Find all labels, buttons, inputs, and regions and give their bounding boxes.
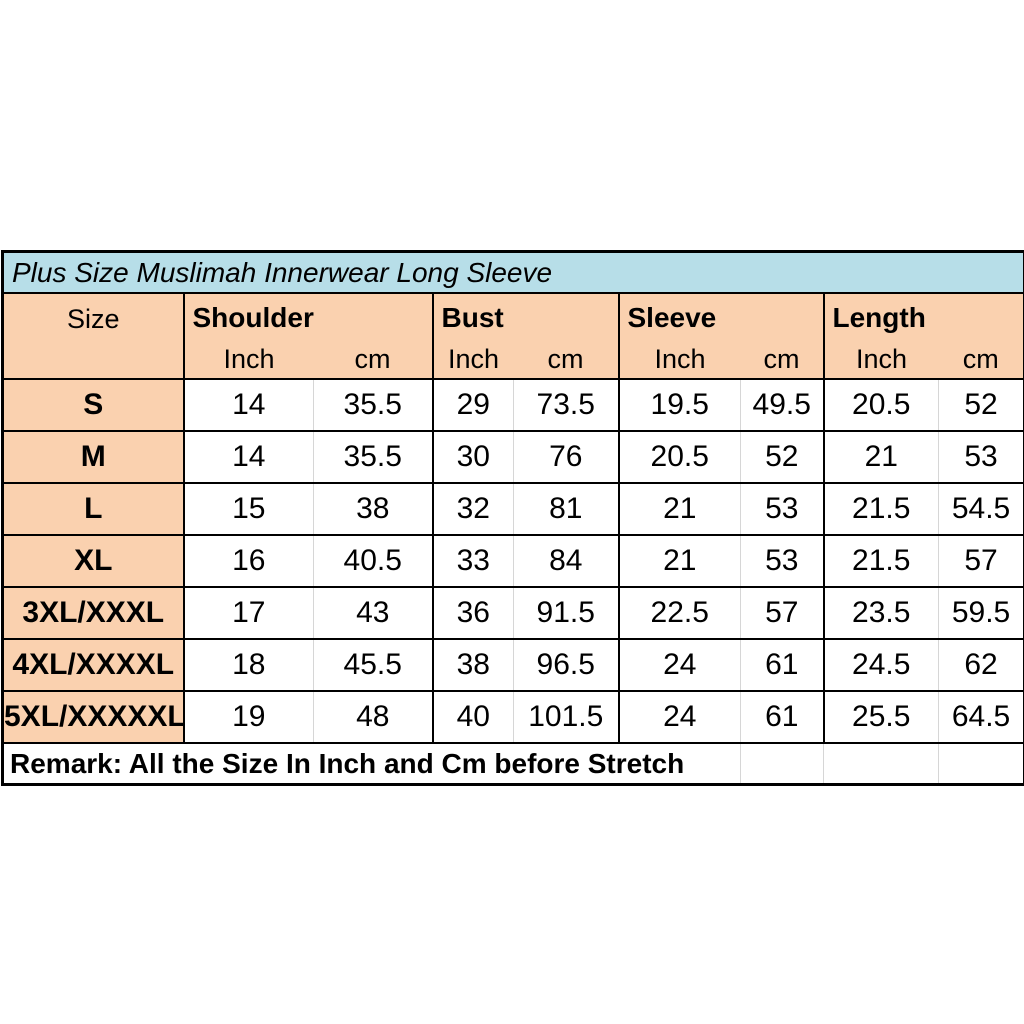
cell: 40	[431, 690, 514, 743]
cell: 14	[182, 378, 314, 431]
header-group-row: Size Shoulder Bust Sleeve Length	[2, 293, 1024, 379]
header-sleeve: Sleeve	[617, 293, 824, 341]
cell: 18	[182, 638, 314, 691]
cell: 49.5	[740, 378, 824, 431]
cell: 22.5	[617, 586, 741, 639]
header-units-row: Inch cm Inch cm Inch cm Inch cm	[3, 341, 1024, 379]
table-row: L 15 38 32 81 21 53 21.5 54.5	[2, 482, 1024, 535]
cell: 59.5	[937, 586, 1024, 639]
cell: 19.5	[617, 378, 741, 431]
size-label: M	[2, 430, 184, 483]
cell: 25.5	[822, 690, 939, 743]
cell: 16	[182, 534, 314, 587]
size-chart-sheet: Plus Size Muslimah Innerwear Long Sleeve…	[1, 250, 1024, 786]
cell: 19	[182, 690, 314, 743]
cell: 48	[313, 690, 433, 743]
cell: 43	[313, 586, 433, 639]
cell: 57	[740, 586, 824, 639]
cell: 81	[513, 482, 619, 535]
cell: 61	[740, 690, 824, 743]
cell: 33	[431, 534, 514, 587]
size-label: 4XL/XXXXL	[2, 638, 184, 691]
title-row: Plus Size Muslimah Innerwear Long Sleeve	[2, 251, 1024, 294]
table-row: 4XL/XXXXL 18 45.5 38 96.5 24 61 24.5 62	[2, 638, 1024, 691]
cell: 35.5	[313, 430, 433, 483]
empty-cell	[937, 742, 1024, 785]
unit-label: cm	[313, 341, 433, 379]
unit-label: Inch	[431, 341, 514, 379]
cell: 64.5	[937, 690, 1024, 743]
size-label: L	[2, 482, 184, 535]
table-row: M 14 35.5 30 76 20.5 52 21 53	[2, 430, 1024, 483]
cell: 20.5	[617, 430, 741, 483]
header-shoulder: Shoulder	[182, 293, 433, 341]
cell: 30	[431, 430, 514, 483]
unit-label: cm	[938, 341, 1024, 379]
cell: 40.5	[313, 534, 433, 587]
table-row: 3XL/XXXL 17 43 36 91.5 22.5 57 23.5 59.5	[2, 586, 1024, 639]
cell: 29	[431, 378, 514, 431]
cell: 24.5	[822, 638, 939, 691]
cell: 21	[617, 534, 741, 587]
size-label: S	[2, 378, 184, 431]
cell: 21.5	[822, 534, 939, 587]
header-length: Length	[822, 293, 1024, 341]
cell: 91.5	[513, 586, 619, 639]
cell: 84	[513, 534, 619, 587]
cell: 45.5	[313, 638, 433, 691]
size-label: XL	[2, 534, 184, 587]
cell: 24	[617, 690, 741, 743]
table-row: 5XL/XXXXXL 19 48 40 101.5 24 61 25.5 64.…	[2, 690, 1024, 743]
cell: 21	[617, 482, 741, 535]
size-label: 5XL/XXXXXL	[2, 690, 184, 743]
cell: 76	[513, 430, 619, 483]
header-size: Size	[2, 293, 184, 379]
cell: 21	[822, 430, 939, 483]
cell: 17	[182, 586, 314, 639]
unit-label: cm	[513, 341, 619, 379]
cell: 53	[740, 534, 824, 587]
cell: 36	[431, 586, 514, 639]
cell: 35.5	[313, 378, 433, 431]
table-row: XL 16 40.5 33 84 21 53 21.5 57	[2, 534, 1024, 587]
header-bust: Bust	[431, 293, 619, 341]
cell: 62	[937, 638, 1024, 691]
cell: 101.5	[513, 690, 619, 743]
remark-row: Remark: All the Size In Inch and Cm befo…	[2, 742, 1024, 785]
cell: 52	[740, 430, 824, 483]
size-label: 3XL/XXXL	[2, 586, 184, 639]
cell: 21.5	[822, 482, 939, 535]
empty-cell	[740, 742, 824, 785]
unit-label: Inch	[182, 341, 314, 379]
unit-label: Inch	[617, 341, 741, 379]
cell: 38	[313, 482, 433, 535]
cell: 53	[937, 430, 1024, 483]
size-chart-table: Plus Size Muslimah Innerwear Long Sleeve…	[1, 250, 1024, 786]
cell: 15	[182, 482, 314, 535]
cell: 61	[740, 638, 824, 691]
cell: 96.5	[513, 638, 619, 691]
cell: 32	[431, 482, 514, 535]
table-row: S 14 35.5 29 73.5 19.5 49.5 20.5 52	[2, 378, 1024, 431]
cell: 20.5	[822, 378, 939, 431]
remark: Remark: All the Size In Inch and Cm befo…	[2, 742, 741, 785]
cell: 14	[182, 430, 314, 483]
cell: 52	[937, 378, 1024, 431]
cell: 57	[937, 534, 1024, 587]
unit-label: cm	[740, 341, 824, 379]
cell: 38	[431, 638, 514, 691]
cell: 73.5	[513, 378, 619, 431]
unit-label: Inch	[822, 341, 939, 379]
table-title: Plus Size Muslimah Innerwear Long Sleeve	[2, 251, 1024, 294]
cell: 54.5	[937, 482, 1024, 535]
cell: 24	[617, 638, 741, 691]
empty-cell	[823, 742, 939, 785]
cell: 53	[740, 482, 824, 535]
cell: 23.5	[822, 586, 939, 639]
